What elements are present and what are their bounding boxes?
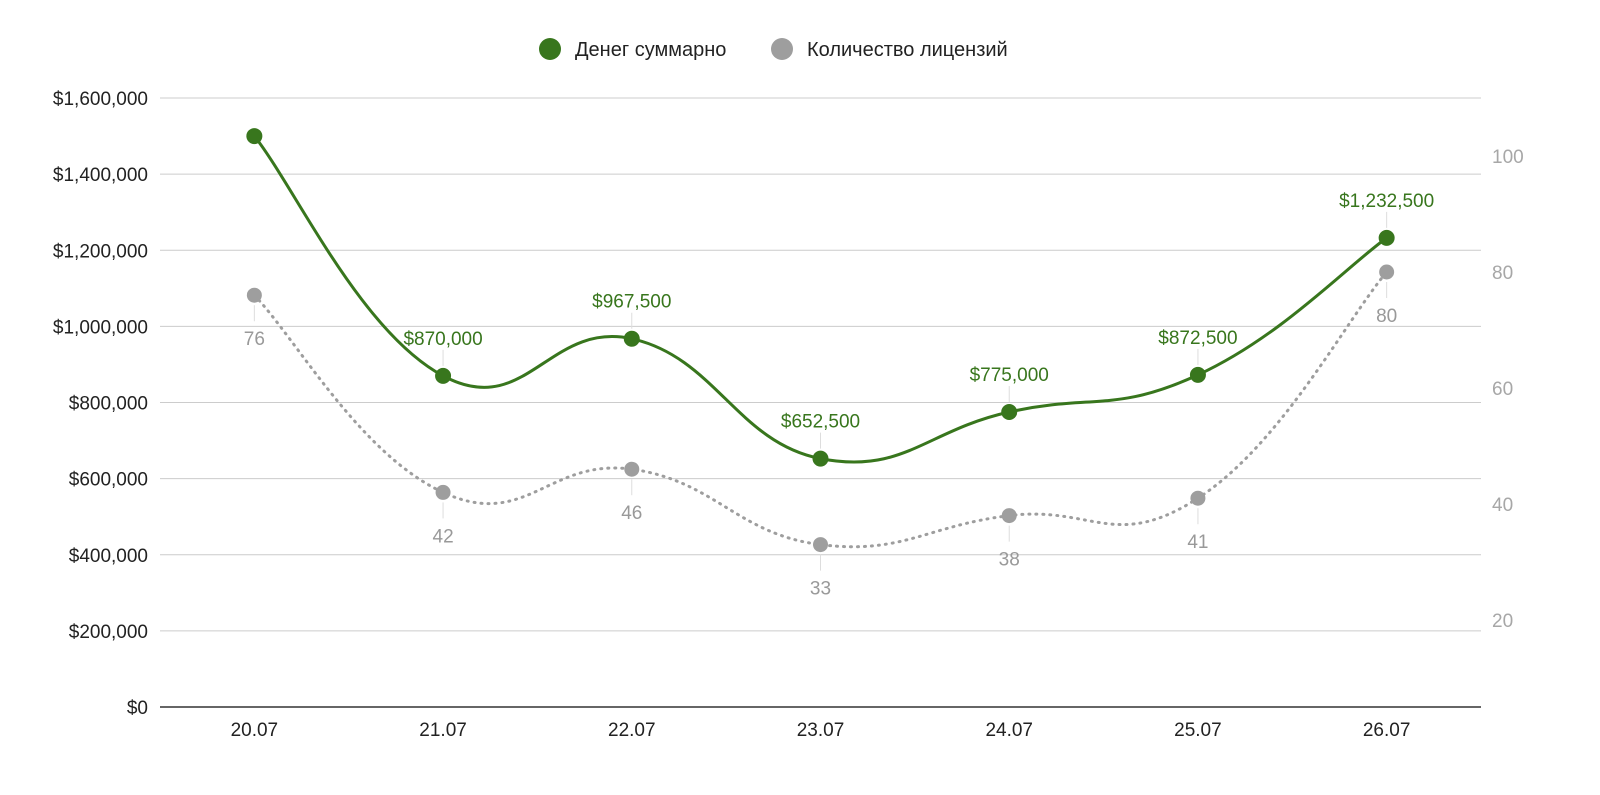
x-tick-label: 25.07 bbox=[1174, 720, 1222, 741]
x-tick-label: 23.07 bbox=[797, 720, 845, 741]
licenses-data-label: 42 bbox=[433, 526, 454, 547]
licenses-point bbox=[246, 287, 262, 303]
x-tick-label: 26.07 bbox=[1363, 720, 1411, 741]
licenses-data-label: 33 bbox=[810, 579, 831, 600]
y-left-tick-label: $800,000 bbox=[69, 394, 148, 415]
x-tick-label: 24.07 bbox=[985, 720, 1033, 741]
money-point bbox=[1001, 404, 1018, 421]
legend-item-money[interactable]: Денег суммарно bbox=[539, 38, 726, 61]
money-point bbox=[435, 367, 452, 384]
y-left-tick-label: $1,200,000 bbox=[53, 241, 148, 262]
y-left-tick-label: $400,000 bbox=[69, 546, 148, 567]
licenses-data-label: 41 bbox=[1187, 532, 1208, 553]
licenses-point bbox=[813, 537, 828, 553]
y-right-tick-label: 80 bbox=[1492, 263, 1513, 284]
y-axis-left: $0 $200,000 $400,000 $600,000 $800,000 $1,000… bbox=[53, 89, 148, 719]
legend-item-licenses[interactable]: Количество лицензий bbox=[771, 38, 1008, 61]
legend-label: Денег суммарно bbox=[575, 39, 726, 61]
money-data-label: $1,232,500 bbox=[1339, 191, 1434, 212]
money-data-label: $967,500 bbox=[592, 292, 671, 313]
y-right-tick-label: 40 bbox=[1492, 495, 1513, 516]
money-point bbox=[1189, 366, 1206, 383]
money-data-label: $775,000 bbox=[970, 365, 1049, 386]
licenses-data-label: 80 bbox=[1376, 306, 1397, 327]
x-tick-label: 21.07 bbox=[419, 720, 467, 741]
legend-marker bbox=[539, 38, 561, 60]
series-line-licenses bbox=[252, 270, 1389, 549]
money-data-label: $652,500 bbox=[781, 412, 860, 433]
gridlines bbox=[160, 97, 1481, 708]
x-tick-label: 22.07 bbox=[608, 720, 656, 741]
licenses-point bbox=[624, 461, 640, 477]
data-labels: 76 42 46 33 38 41 80 $870,000 $967,500 $652,500 $7… bbox=[244, 191, 1434, 600]
licenses-data-label: 76 bbox=[244, 329, 265, 350]
licenses-data-label: 46 bbox=[621, 503, 642, 524]
licenses-point bbox=[435, 484, 451, 500]
y-axis-right: 20 40 60 80 100 bbox=[1492, 147, 1524, 632]
licenses-point bbox=[1379, 264, 1395, 280]
licenses-point bbox=[1190, 490, 1206, 506]
y-right-tick-label: 60 bbox=[1492, 379, 1513, 400]
x-axis: 20.07 21.07 22.07 23.07 24.07 25.07 26.07 bbox=[231, 720, 1411, 741]
y-left-tick-label: $1,000,000 bbox=[53, 317, 148, 338]
x-tick-label: 20.07 bbox=[231, 720, 279, 741]
y-left-tick-label: $1,600,000 bbox=[53, 89, 148, 110]
y-left-tick-label: $0 bbox=[127, 698, 148, 719]
licenses-data-label: 38 bbox=[999, 550, 1020, 571]
chart-legend: Денег суммарно Количество лицензий bbox=[539, 38, 1008, 61]
y-left-tick-label: $200,000 bbox=[69, 622, 148, 643]
money-point bbox=[623, 330, 640, 347]
money-data-label: $870,000 bbox=[403, 329, 482, 350]
money-point bbox=[246, 128, 263, 145]
series-points bbox=[246, 128, 1395, 553]
y-right-tick-label: 20 bbox=[1492, 611, 1513, 632]
legend-label: Количество лицензий bbox=[807, 39, 1008, 61]
y-left-tick-label: $600,000 bbox=[69, 470, 148, 491]
licenses-point bbox=[1001, 508, 1017, 524]
money-point bbox=[812, 450, 829, 467]
y-left-tick-label: $1,400,000 bbox=[53, 165, 148, 186]
money-data-label: $872,500 bbox=[1158, 328, 1237, 349]
legend-marker bbox=[771, 38, 793, 60]
money-point bbox=[1378, 229, 1395, 246]
y-right-tick-label: 100 bbox=[1492, 147, 1524, 168]
